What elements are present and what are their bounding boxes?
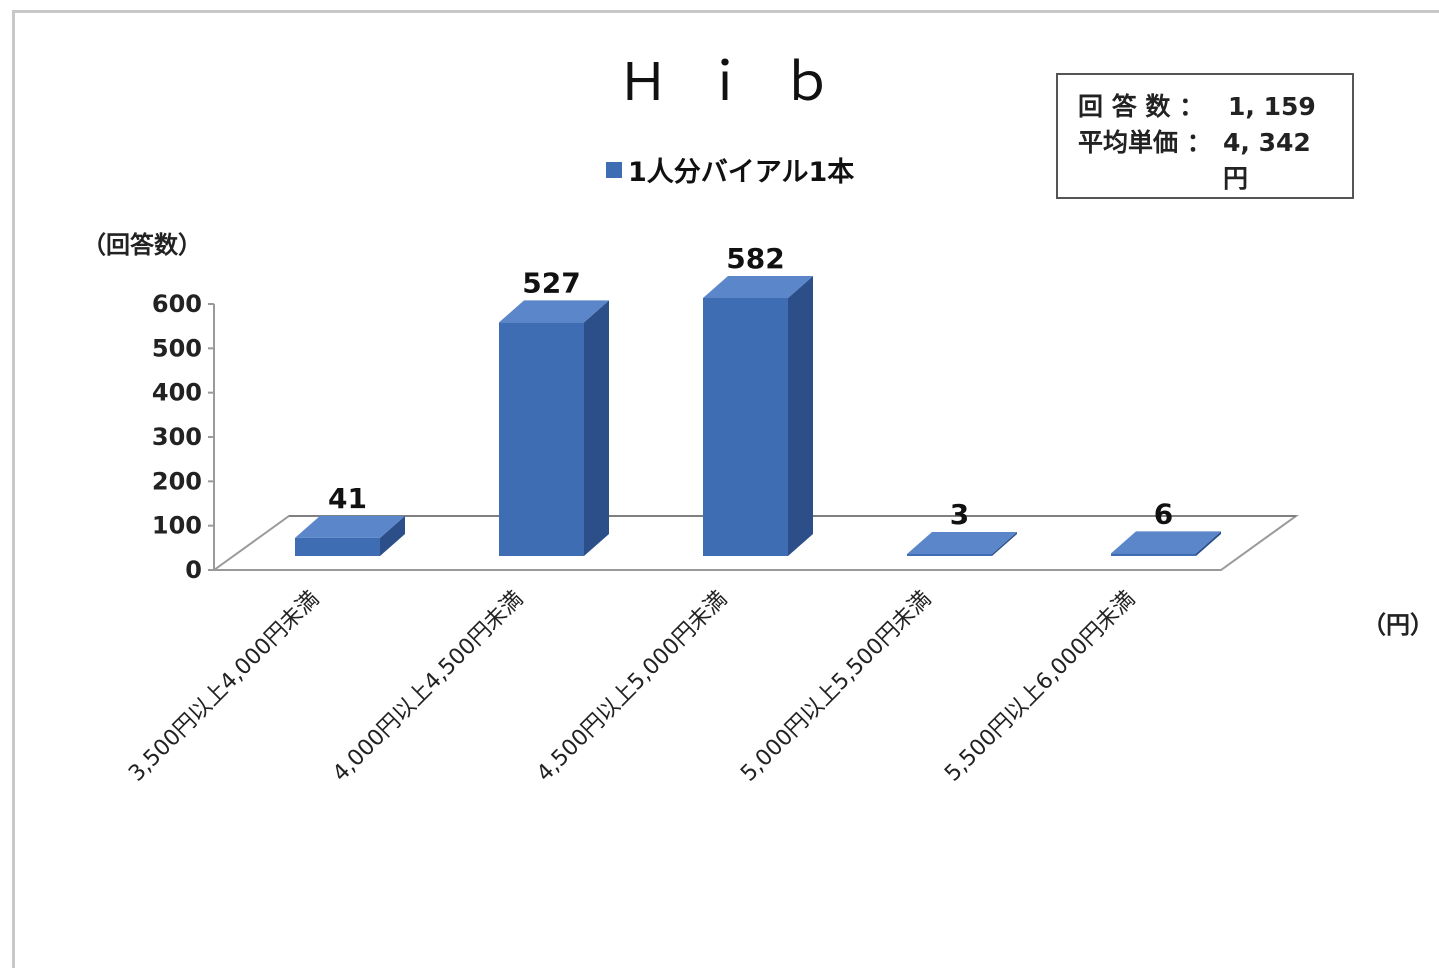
data-label: 3 [950,498,969,531]
data-label: 6 [1154,497,1173,530]
y-tick-label: 600 [152,290,202,318]
data-label: 582 [726,242,784,275]
data-label: 41 [328,482,367,515]
bar-side [788,275,813,556]
y-tick-label: 500 [152,334,202,362]
bar-side [584,300,609,556]
bar-side [992,532,1017,556]
chart-title: Ｈｉｂ [616,53,863,113]
bar-top [703,275,813,298]
legend-label: 1人分バイアル1本 [628,157,855,188]
bar-top [295,515,405,538]
bar-side [1196,531,1221,556]
x-category-label: 5,500円以上6,000円未満 [940,587,1140,787]
bar [703,297,788,556]
x-category-label: 4,500円以上5,000円未満 [532,587,732,787]
info-avg-price-row: 平均単価 ： 4, 342円 [1078,125,1332,197]
bar [1111,553,1196,556]
data-label: 527 [522,266,580,299]
info-avg-price-label: 平均単価 ： [1078,128,1212,157]
x-category-label: 5,000円以上5,500円未満 [736,587,936,787]
bar [499,322,584,556]
y-tick-label: 0 [185,556,202,584]
info-avg-price-value: 4, 342円 [1222,128,1311,193]
chart-frame [12,10,1439,968]
x-category-label: 3,500円以上4,000円未満 [124,587,324,787]
bar-top [1111,531,1221,554]
legend-swatch [606,161,622,178]
y-tick-label: 200 [152,467,202,495]
info-box: 回 答 数 ： 1, 159 平均単価 ： 4, 342円 [1056,73,1354,199]
info-responses-row: 回 答 数 ： 1, 159 [1078,89,1332,125]
y-axis-label: （回答数） [82,231,202,259]
x-axis-unit-label: （円） [1362,611,1434,639]
bar [295,537,380,556]
y-tick-label: 300 [152,423,202,451]
y-tick-label: 100 [152,512,202,540]
y-tick-label: 400 [152,379,202,407]
x-category-label: 4,000円以上4,500円未満 [328,587,528,787]
info-responses-label: 回 答 数 ： [1078,92,1205,121]
legend: 1人分バイアル1本 [606,150,854,189]
info-responses-value: 1, 159 [1228,92,1316,121]
bar-side [380,515,405,556]
bar-top [499,300,609,323]
bar [907,554,992,556]
bar-top [907,532,1017,554]
